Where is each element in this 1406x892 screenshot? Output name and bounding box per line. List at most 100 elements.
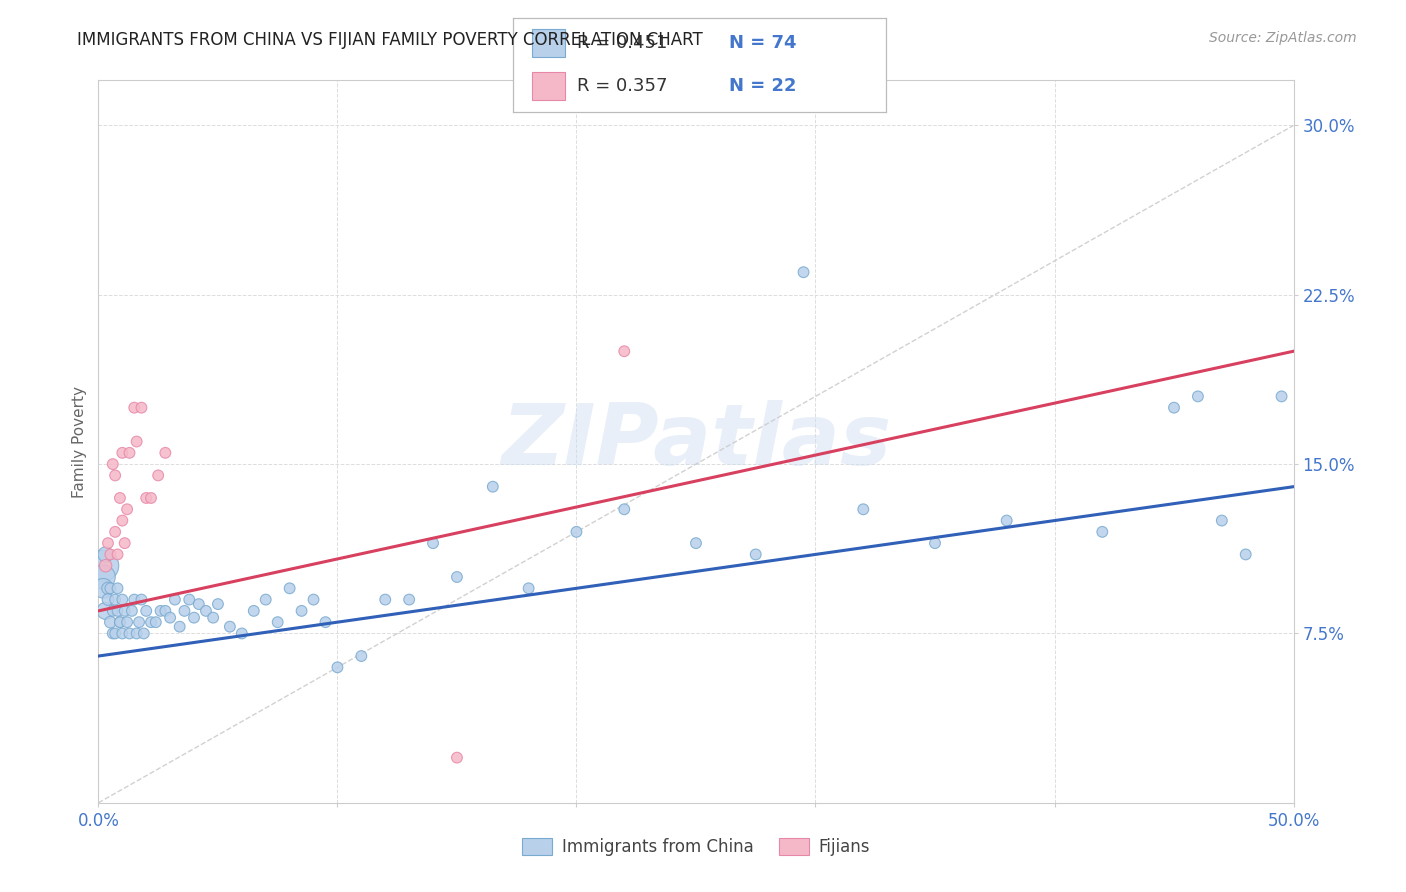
Point	[267, 615, 290, 630]
Point	[111, 626, 134, 640]
Point	[131, 401, 153, 415]
Point	[155, 604, 177, 618]
Point	[107, 582, 129, 596]
Text: R = 0.451: R = 0.451	[576, 34, 666, 52]
Point	[125, 434, 148, 449]
Point	[254, 592, 277, 607]
Point	[793, 265, 815, 279]
Point	[179, 592, 201, 607]
Point	[121, 604, 143, 618]
Point	[108, 615, 131, 630]
Point	[98, 548, 122, 562]
Point	[422, 536, 444, 550]
Point	[101, 457, 124, 471]
Legend: Immigrants from China, Fijians: Immigrants from China, Fijians	[515, 831, 877, 863]
Point	[108, 491, 131, 505]
Point	[98, 615, 122, 630]
Point	[101, 604, 124, 618]
Point	[613, 344, 636, 359]
Point	[159, 610, 181, 624]
Point	[145, 615, 167, 630]
Point	[107, 548, 129, 562]
Point	[124, 592, 146, 607]
Point	[104, 626, 127, 640]
Point	[104, 524, 127, 539]
Point	[115, 615, 138, 630]
Text: N = 74: N = 74	[730, 34, 797, 52]
Point	[91, 570, 114, 584]
Point	[94, 548, 117, 562]
Point	[131, 592, 153, 607]
Point	[114, 604, 136, 618]
Point	[446, 750, 468, 764]
Point	[104, 592, 127, 607]
Point	[613, 502, 636, 516]
Point	[374, 592, 396, 607]
Point	[243, 604, 266, 618]
Point	[148, 468, 170, 483]
Point	[111, 446, 134, 460]
Point	[108, 615, 131, 630]
Point	[115, 502, 138, 516]
Point	[163, 592, 186, 607]
Point	[111, 514, 134, 528]
Point	[101, 626, 124, 640]
Point	[852, 502, 875, 516]
Point	[302, 592, 325, 607]
Point	[139, 491, 162, 505]
Point	[446, 570, 468, 584]
Point	[1187, 389, 1209, 403]
Point	[745, 548, 768, 562]
Point	[107, 604, 129, 618]
Text: ZIPatlas: ZIPatlas	[501, 400, 891, 483]
Point	[91, 582, 114, 596]
Point	[114, 536, 136, 550]
Point	[97, 582, 120, 596]
Point	[315, 615, 337, 630]
Point	[97, 592, 120, 607]
Point	[94, 604, 117, 618]
Point	[128, 615, 150, 630]
Text: Source: ZipAtlas.com: Source: ZipAtlas.com	[1209, 31, 1357, 45]
Point	[125, 626, 148, 640]
Point	[685, 536, 707, 550]
Point	[94, 558, 117, 573]
Point	[1211, 514, 1233, 528]
Y-axis label: Family Poverty: Family Poverty	[72, 385, 87, 498]
Point	[91, 558, 114, 573]
Point	[139, 615, 162, 630]
Point	[517, 582, 540, 596]
Point	[111, 592, 134, 607]
Point	[350, 648, 373, 663]
Point	[98, 582, 122, 596]
Point	[231, 626, 253, 640]
Point	[565, 524, 588, 539]
Point	[1163, 401, 1185, 415]
Text: IMMIGRANTS FROM CHINA VS FIJIAN FAMILY POVERTY CORRELATION CHART: IMMIGRANTS FROM CHINA VS FIJIAN FAMILY P…	[77, 31, 703, 49]
Point	[195, 604, 218, 618]
Point	[169, 620, 191, 634]
Point	[97, 536, 120, 550]
Point	[398, 592, 420, 607]
Point	[995, 514, 1018, 528]
Point	[104, 468, 127, 483]
Point	[155, 446, 177, 460]
Point	[326, 660, 349, 674]
Point	[132, 626, 155, 640]
Point	[135, 491, 157, 505]
Point	[1234, 548, 1257, 562]
Point	[1091, 524, 1114, 539]
Point	[183, 610, 205, 624]
Point	[124, 401, 146, 415]
Point	[924, 536, 946, 550]
Point	[118, 626, 141, 640]
Text: N = 22: N = 22	[730, 78, 797, 95]
Point	[207, 597, 229, 611]
Point	[173, 604, 195, 618]
Point	[278, 582, 301, 596]
Bar	[531, 72, 565, 100]
Bar	[531, 29, 565, 57]
Point	[291, 604, 314, 618]
Point	[187, 597, 209, 611]
Point	[202, 610, 225, 624]
